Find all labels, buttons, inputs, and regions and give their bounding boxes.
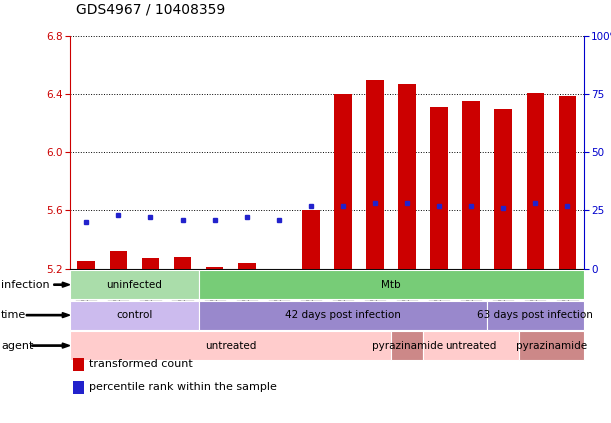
- Bar: [527, 93, 544, 269]
- Bar: [334, 94, 352, 269]
- Text: transformed count: transformed count: [89, 359, 192, 369]
- Text: untreated: untreated: [445, 341, 497, 351]
- Bar: [430, 107, 448, 269]
- Text: GDS4967 / 10408359: GDS4967 / 10408359: [76, 3, 225, 17]
- Bar: [302, 211, 320, 269]
- Bar: [142, 258, 159, 269]
- Bar: [398, 84, 416, 269]
- Text: untreated: untreated: [205, 341, 257, 351]
- Bar: [558, 96, 576, 269]
- Text: 42 days post infection: 42 days post infection: [285, 310, 401, 320]
- Text: agent: agent: [1, 341, 34, 351]
- Text: uninfected: uninfected: [106, 280, 163, 290]
- Bar: [174, 257, 191, 269]
- Bar: [463, 102, 480, 269]
- Text: 63 days post infection: 63 days post infection: [477, 310, 593, 320]
- Bar: [238, 263, 255, 269]
- Bar: [78, 261, 95, 269]
- Text: infection: infection: [1, 280, 50, 290]
- Text: pyrazinamide: pyrazinamide: [516, 341, 587, 351]
- Bar: [366, 80, 384, 269]
- Bar: [206, 267, 224, 269]
- Text: percentile rank within the sample: percentile rank within the sample: [89, 382, 276, 393]
- Text: Mtb: Mtb: [381, 280, 401, 290]
- Text: control: control: [116, 310, 153, 320]
- Text: time: time: [1, 310, 26, 320]
- Text: pyrazinamide: pyrazinamide: [371, 341, 442, 351]
- Bar: [494, 109, 512, 269]
- Bar: [109, 251, 127, 269]
